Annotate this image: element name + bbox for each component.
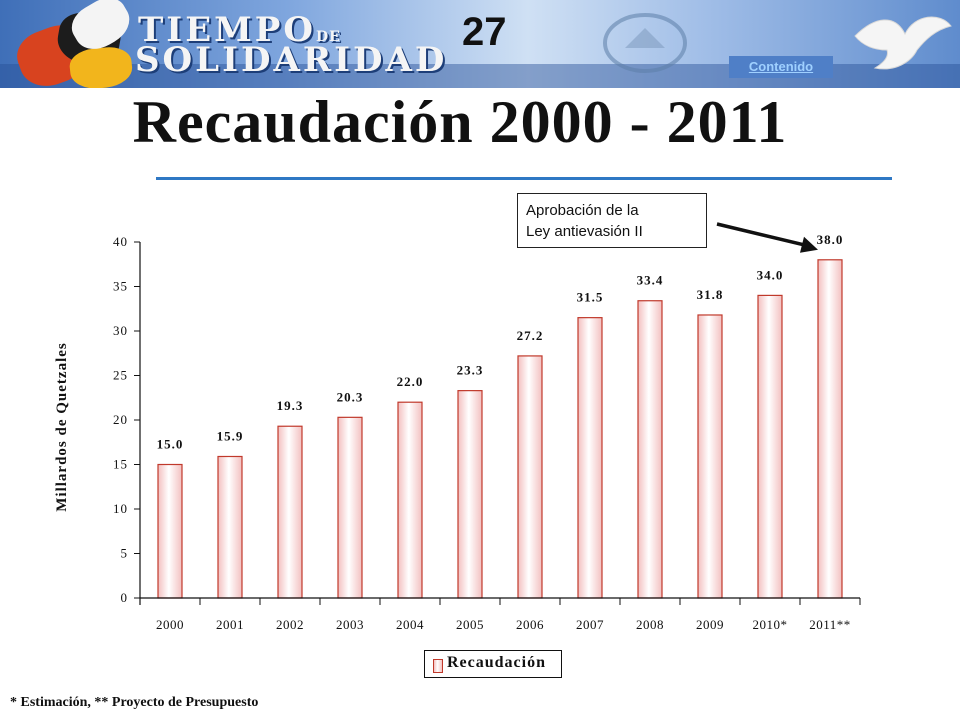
y-tick-label: 10	[113, 501, 128, 516]
annotation-arrow-head	[800, 236, 818, 253]
x-tick-label: 2009	[696, 617, 724, 632]
coat-of-arms-emblem	[603, 13, 687, 73]
legend-label: Recaudación	[447, 654, 546, 671]
y-tick-label: 30	[113, 323, 128, 338]
data-label: 31.8	[697, 287, 724, 302]
bar-2007	[577, 317, 603, 599]
bar-2010	[757, 294, 783, 599]
bar-2002	[277, 425, 303, 599]
y-tick-label: 20	[113, 412, 128, 427]
bar-2006	[517, 355, 543, 599]
logo-word-tiempo: TIEMPO	[138, 10, 316, 50]
bar-2003	[337, 416, 363, 599]
annotation-box: Aprobación de la Ley antievasión II	[517, 193, 707, 248]
axes-layer: 2000 2001 2002 2003 2004 2005 2006 2007 2008 2009…	[113, 222, 861, 632]
y-tick-label: 35	[113, 279, 128, 294]
header-banner: TIEMPODE SOLIDARIDAD 27 Contenido	[0, 0, 960, 88]
logo-title: TIEMPODE	[138, 10, 341, 50]
footnote: * Estimación, ** Proyecto de Presupuesto	[10, 695, 259, 710]
data-label: 38.0	[817, 232, 844, 247]
x-tick-label: 2011**	[809, 617, 851, 632]
data-label: 33.4	[637, 273, 664, 288]
bar-2011	[817, 259, 843, 599]
bar-2001	[217, 455, 243, 599]
title-divider	[156, 177, 892, 180]
y-tick-label: 0	[121, 590, 129, 605]
logo-subtitle: SOLIDARIDAD	[135, 40, 448, 80]
data-label: 23.3	[457, 363, 484, 378]
chart-legend: Recaudación	[424, 650, 562, 678]
bars-layer: 15.0 15.9 19.3 20.3 22.0 23.3 27.2 31.5 33.4 31.8…	[157, 232, 844, 599]
bar-2005	[457, 390, 483, 599]
data-label: 15.0	[157, 437, 184, 452]
data-label: 31.5	[577, 290, 604, 305]
x-tick-label: 2004	[396, 617, 424, 632]
dove-icon	[854, 16, 952, 70]
data-label: 19.3	[277, 398, 304, 413]
y-tick-label: 15	[113, 457, 128, 472]
x-tick-label: 2001	[216, 617, 244, 632]
x-tick-label: 2010*	[753, 617, 788, 632]
slide-number: 27	[462, 10, 507, 54]
x-tick-label: 2003	[336, 617, 364, 632]
bar-2009	[697, 314, 723, 599]
x-tick-label: 2007	[576, 617, 604, 632]
contents-link[interactable]: Contenido	[729, 56, 833, 78]
legend-swatch	[433, 659, 443, 673]
y-tick-label: 5	[121, 546, 129, 561]
y-tick-label: 40	[113, 234, 128, 249]
data-label: 34.0	[757, 267, 784, 282]
x-tick-label: 2002	[276, 617, 304, 632]
slide-title: Recaudación 2000 - 2011	[132, 89, 788, 155]
x-tick-label: 2000	[156, 617, 184, 632]
y-tick-label: 25	[113, 368, 128, 383]
bar-2004	[397, 401, 423, 599]
data-label: 22.0	[397, 374, 424, 389]
data-label: 20.3	[337, 389, 364, 404]
x-tick-label: 2006	[516, 617, 544, 632]
x-tick-label: 2008	[636, 617, 664, 632]
data-label: 15.9	[217, 428, 244, 443]
bar-2000	[157, 463, 183, 599]
annotation-line-1: Aprobación de la	[526, 202, 639, 219]
annotation-arrow-shaft	[716, 222, 809, 248]
data-label: 27.2	[517, 328, 544, 343]
annotation-line-2: Ley antievasión II	[526, 223, 643, 240]
x-tick-label: 2005	[456, 617, 484, 632]
logo-word-de: DE	[315, 29, 341, 45]
y-axis-title: Millardos de Quetzales	[54, 342, 70, 511]
bar-2008	[637, 300, 663, 599]
